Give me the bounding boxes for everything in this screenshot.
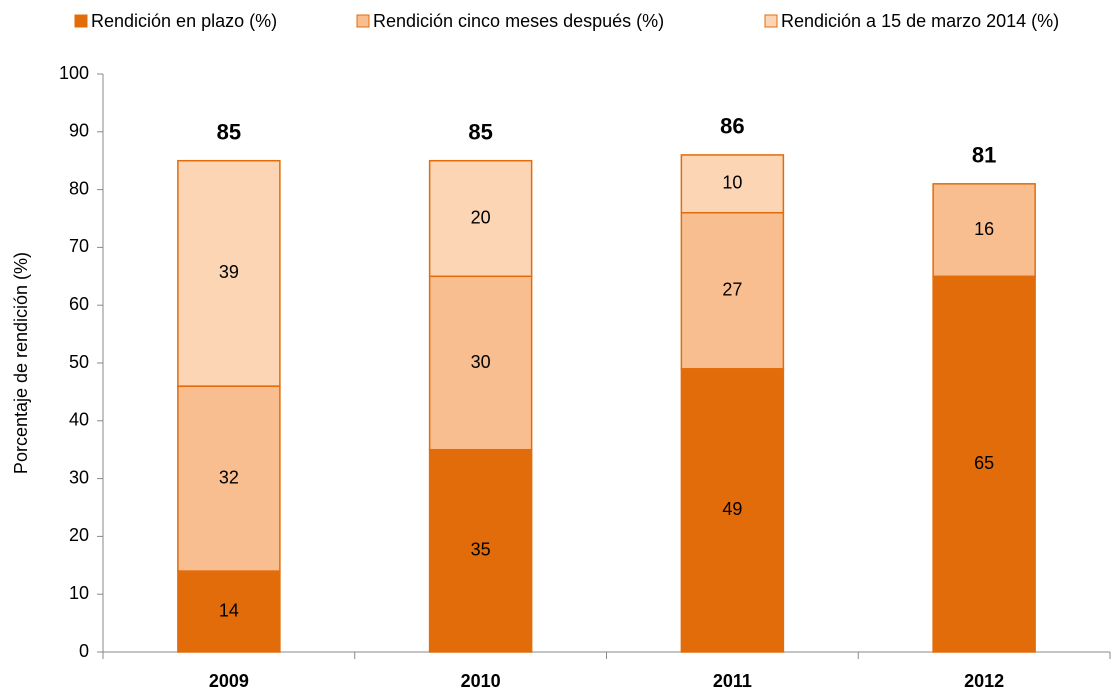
- legend-label: Rendición en plazo (%): [91, 11, 277, 31]
- y-tick-label: 10: [69, 583, 89, 603]
- data-label: 65: [974, 453, 994, 473]
- y-tick-label: 80: [69, 178, 89, 198]
- y-tick-label: 30: [69, 467, 89, 487]
- data-label: 20: [471, 207, 491, 227]
- y-tick-label: 100: [59, 63, 89, 83]
- legend-swatch: [764, 14, 778, 28]
- x-tick-label: 2012: [964, 671, 1004, 691]
- total-label: 85: [468, 120, 492, 145]
- total-label: 85: [217, 120, 241, 145]
- legend-swatch: [356, 14, 370, 28]
- bar-segment: [680, 368, 785, 653]
- bar-segment: [428, 275, 533, 451]
- bar-segment: [680, 154, 785, 214]
- data-label: 30: [471, 352, 491, 372]
- y-tick-label: 90: [69, 121, 89, 141]
- total-label: 81: [972, 143, 996, 168]
- x-tick-label: 2009: [209, 671, 249, 691]
- x-tick-label: 2011: [713, 671, 752, 691]
- legend-label: Rendición cinco meses después (%): [373, 11, 664, 31]
- data-label: 14: [219, 600, 239, 620]
- bar-segment: [428, 159, 533, 278]
- bar-segment: [177, 159, 281, 387]
- data-label: 10: [722, 173, 742, 193]
- total-label: 86: [720, 114, 744, 139]
- y-tick-label: 70: [69, 236, 89, 256]
- data-label: 16: [974, 219, 994, 239]
- bar-segment: [932, 275, 1036, 653]
- y-tick-label: 60: [69, 294, 89, 314]
- y-tick-label: 20: [69, 525, 89, 545]
- data-label: 27: [722, 280, 742, 300]
- y-axis-label: Porcentaje de rendición (%): [11, 252, 31, 474]
- legend-label: Rendición a 15 de marzo 2014 (%): [781, 11, 1059, 31]
- data-label: 49: [722, 499, 742, 519]
- y-tick-label: 0: [79, 641, 89, 661]
- bar-segment: [932, 183, 1036, 278]
- data-label: 32: [219, 467, 239, 487]
- bar-segment: [680, 211, 785, 370]
- legend-swatch: [74, 14, 88, 28]
- data-label: 35: [471, 540, 491, 560]
- data-label: 39: [219, 262, 239, 282]
- bar-segment: [428, 448, 533, 653]
- x-tick-label: 2010: [461, 671, 501, 691]
- y-tick-label: 50: [69, 352, 89, 372]
- y-tick-label: 40: [69, 410, 89, 430]
